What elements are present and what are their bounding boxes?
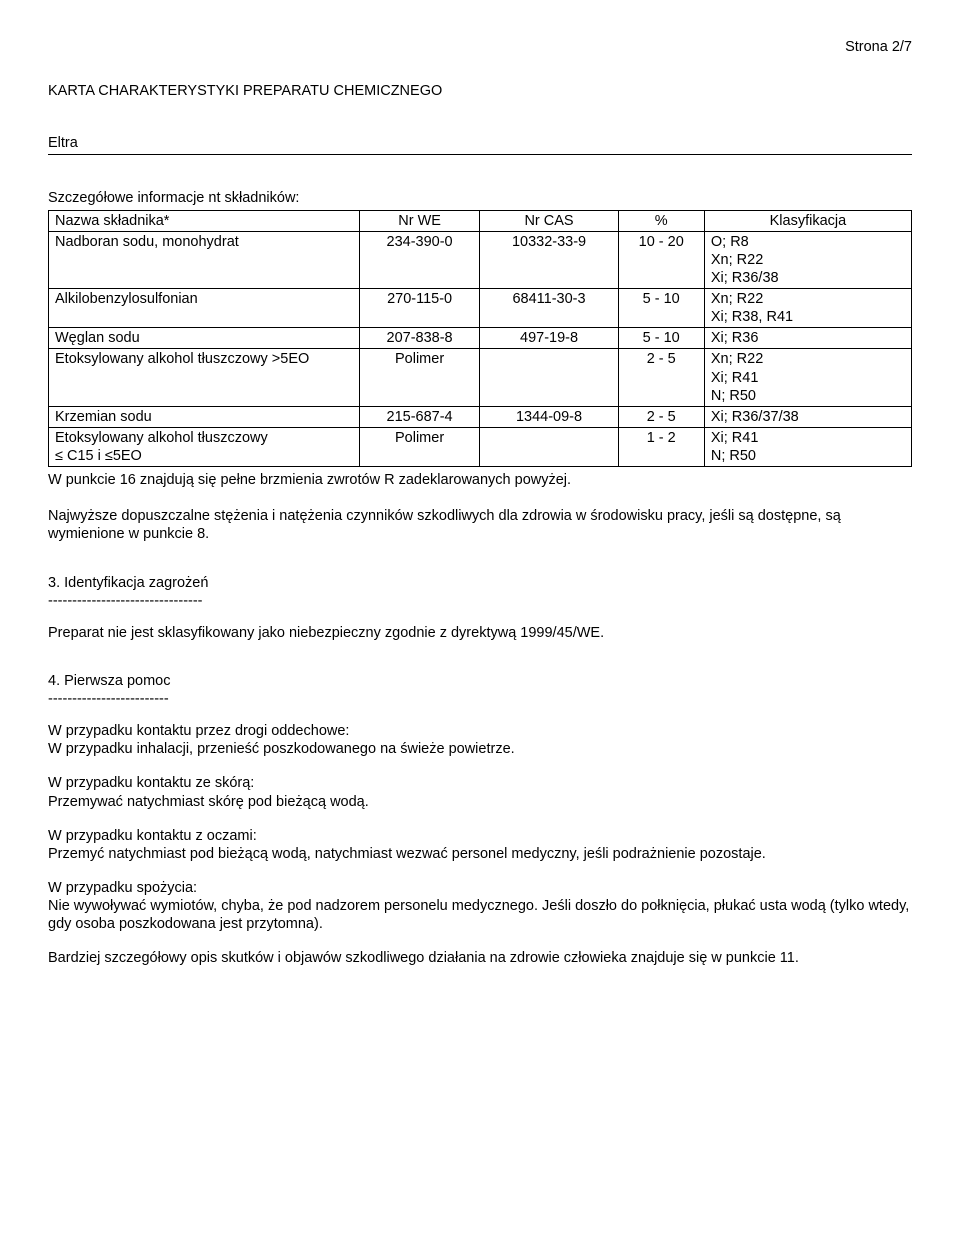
inhalation-block: W przypadku kontaktu przez drogi oddecho…: [48, 722, 912, 758]
ingredients-heading: Szczegółowe informacje nt składników:: [48, 189, 912, 207]
table-cell: Polimer: [359, 427, 480, 466]
table-body: Nadboran sodu, monohydrat234-390-010332-…: [49, 231, 912, 467]
table-cell: 1 - 2: [618, 427, 704, 466]
table-cell: Xi; R36/37/38: [704, 406, 911, 427]
col-header-we: Nr WE: [359, 210, 480, 231]
table-cell: [480, 427, 618, 466]
table-row: Etoksylowany alkohol tłuszczowy >5EOPoli…: [49, 349, 912, 406]
table-cell: 207-838-8: [359, 328, 480, 349]
table-cell: 234-390-0: [359, 231, 480, 288]
table-cell: Etoksylowany alkohol tłuszczowy ≤ C15 i …: [49, 427, 360, 466]
table-cell: Alkilobenzylosulfonian: [49, 289, 360, 328]
table-row: Krzemian sodu215-687-41344-09-82 - 5Xi; …: [49, 406, 912, 427]
document-title: KARTA CHARAKTERYSTYKI PREPARATU CHEMICZN…: [48, 82, 912, 100]
col-header-percent: %: [618, 210, 704, 231]
table-cell: Nadboran sodu, monohydrat: [49, 231, 360, 288]
table-cell: Xn; R22 Xi; R38, R41: [704, 289, 911, 328]
table-cell: 10 - 20: [618, 231, 704, 288]
exposure-note: Najwyższe dopuszczalne stężenia i natęże…: [48, 507, 912, 543]
table-cell: 10332-33-9: [480, 231, 618, 288]
col-header-classification: Klasyfikacja: [704, 210, 911, 231]
table-cell: 270-115-0: [359, 289, 480, 328]
table-cell: Etoksylowany alkohol tłuszczowy >5EO: [49, 349, 360, 406]
table-cell: Xi; R36: [704, 328, 911, 349]
section3-dashes: --------------------------------: [48, 592, 912, 610]
table-cell: O; R8 Xn; R22 Xi; R36/38: [704, 231, 911, 288]
eyes-heading: W przypadku kontaktu z oczami:: [48, 827, 912, 845]
section4-dashes: -------------------------: [48, 690, 912, 708]
table-row: Węglan sodu207-838-8497-19-85 - 10Xi; R3…: [49, 328, 912, 349]
ingredients-table: Nazwa składnika* Nr WE Nr CAS % Klasyfik…: [48, 210, 912, 468]
table-cell: Polimer: [359, 349, 480, 406]
ingestion-body: Nie wywoływać wymiotów, chyba, że pod na…: [48, 897, 912, 933]
table-cell: 2 - 5: [618, 406, 704, 427]
table-cell: Xn; R22 Xi; R41 N; R50: [704, 349, 911, 406]
table-row: Etoksylowany alkohol tłuszczowy ≤ C15 i …: [49, 427, 912, 466]
table-row: Alkilobenzylosulfonian270-115-068411-30-…: [49, 289, 912, 328]
table-cell: Węglan sodu: [49, 328, 360, 349]
skin-body: Przemywać natychmiast skórę pod bieżącą …: [48, 793, 912, 811]
horizontal-rule: [48, 154, 912, 155]
table-row: Nadboran sodu, monohydrat234-390-010332-…: [49, 231, 912, 288]
table-cell: Krzemian sodu: [49, 406, 360, 427]
table-cell: 2 - 5: [618, 349, 704, 406]
section4-title: 4. Pierwsza pomoc: [48, 672, 912, 690]
table-cell: 5 - 10: [618, 328, 704, 349]
section3-title: 3. Identyfikacja zagrożeń: [48, 574, 912, 592]
inhalation-heading: W przypadku kontaktu przez drogi oddecho…: [48, 722, 912, 740]
table-cell: Xi; R41 N; R50: [704, 427, 911, 466]
table-cell: 1344-09-8: [480, 406, 618, 427]
section4-footer: Bardziej szczegółowy opis skutków i obja…: [48, 949, 912, 967]
product-name: Eltra: [48, 134, 912, 152]
section3-body: Preparat nie jest sklasyfikowany jako ni…: [48, 624, 912, 642]
eyes-body: Przemyć natychmiast pod bieżącą wodą, na…: [48, 845, 912, 863]
inhalation-body: W przypadku inhalacji, przenieść poszkod…: [48, 740, 912, 758]
table-cell: [480, 349, 618, 406]
skin-heading: W przypadku kontaktu ze skórą:: [48, 774, 912, 792]
ingestion-block: W przypadku spożycia: Nie wywoływać wymi…: [48, 879, 912, 933]
table-cell: 5 - 10: [618, 289, 704, 328]
col-header-cas: Nr CAS: [480, 210, 618, 231]
table-cell: 497-19-8: [480, 328, 618, 349]
skin-block: W przypadku kontaktu ze skórą: Przemywać…: [48, 774, 912, 810]
table-header-row: Nazwa składnika* Nr WE Nr CAS % Klasyfik…: [49, 210, 912, 231]
ingestion-heading: W przypadku spożycia:: [48, 879, 912, 897]
eyes-block: W przypadku kontaktu z oczami: Przemyć n…: [48, 827, 912, 863]
page-number: Strona 2/7: [48, 38, 912, 56]
table-cell: 215-687-4: [359, 406, 480, 427]
col-header-name: Nazwa składnika*: [49, 210, 360, 231]
table-cell: 68411-30-3: [480, 289, 618, 328]
note-after-table: W punkcie 16 znajdują się pełne brzmieni…: [48, 471, 912, 489]
